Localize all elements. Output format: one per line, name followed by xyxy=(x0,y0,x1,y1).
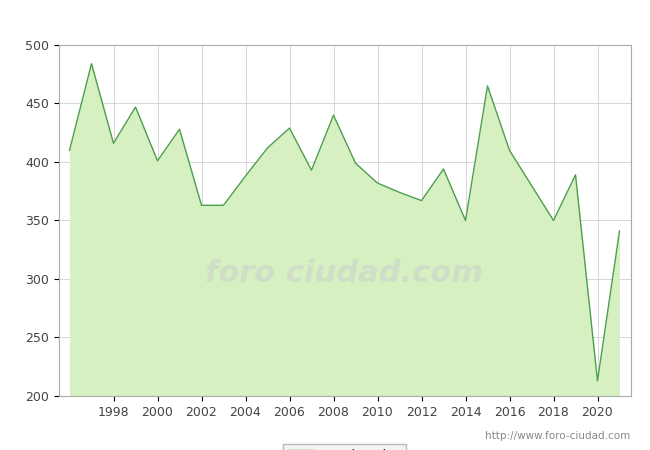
Text: Santiago de Compostela - Matrimonios: Santiago de Compostela - Matrimonios xyxy=(150,9,500,27)
Legend: Matrimonios: Matrimonios xyxy=(283,444,406,450)
Text: http://www.foro-ciudad.com: http://www.foro-ciudad.com xyxy=(486,431,630,441)
Text: foro ciudad.com: foro ciudad.com xyxy=(205,259,484,288)
